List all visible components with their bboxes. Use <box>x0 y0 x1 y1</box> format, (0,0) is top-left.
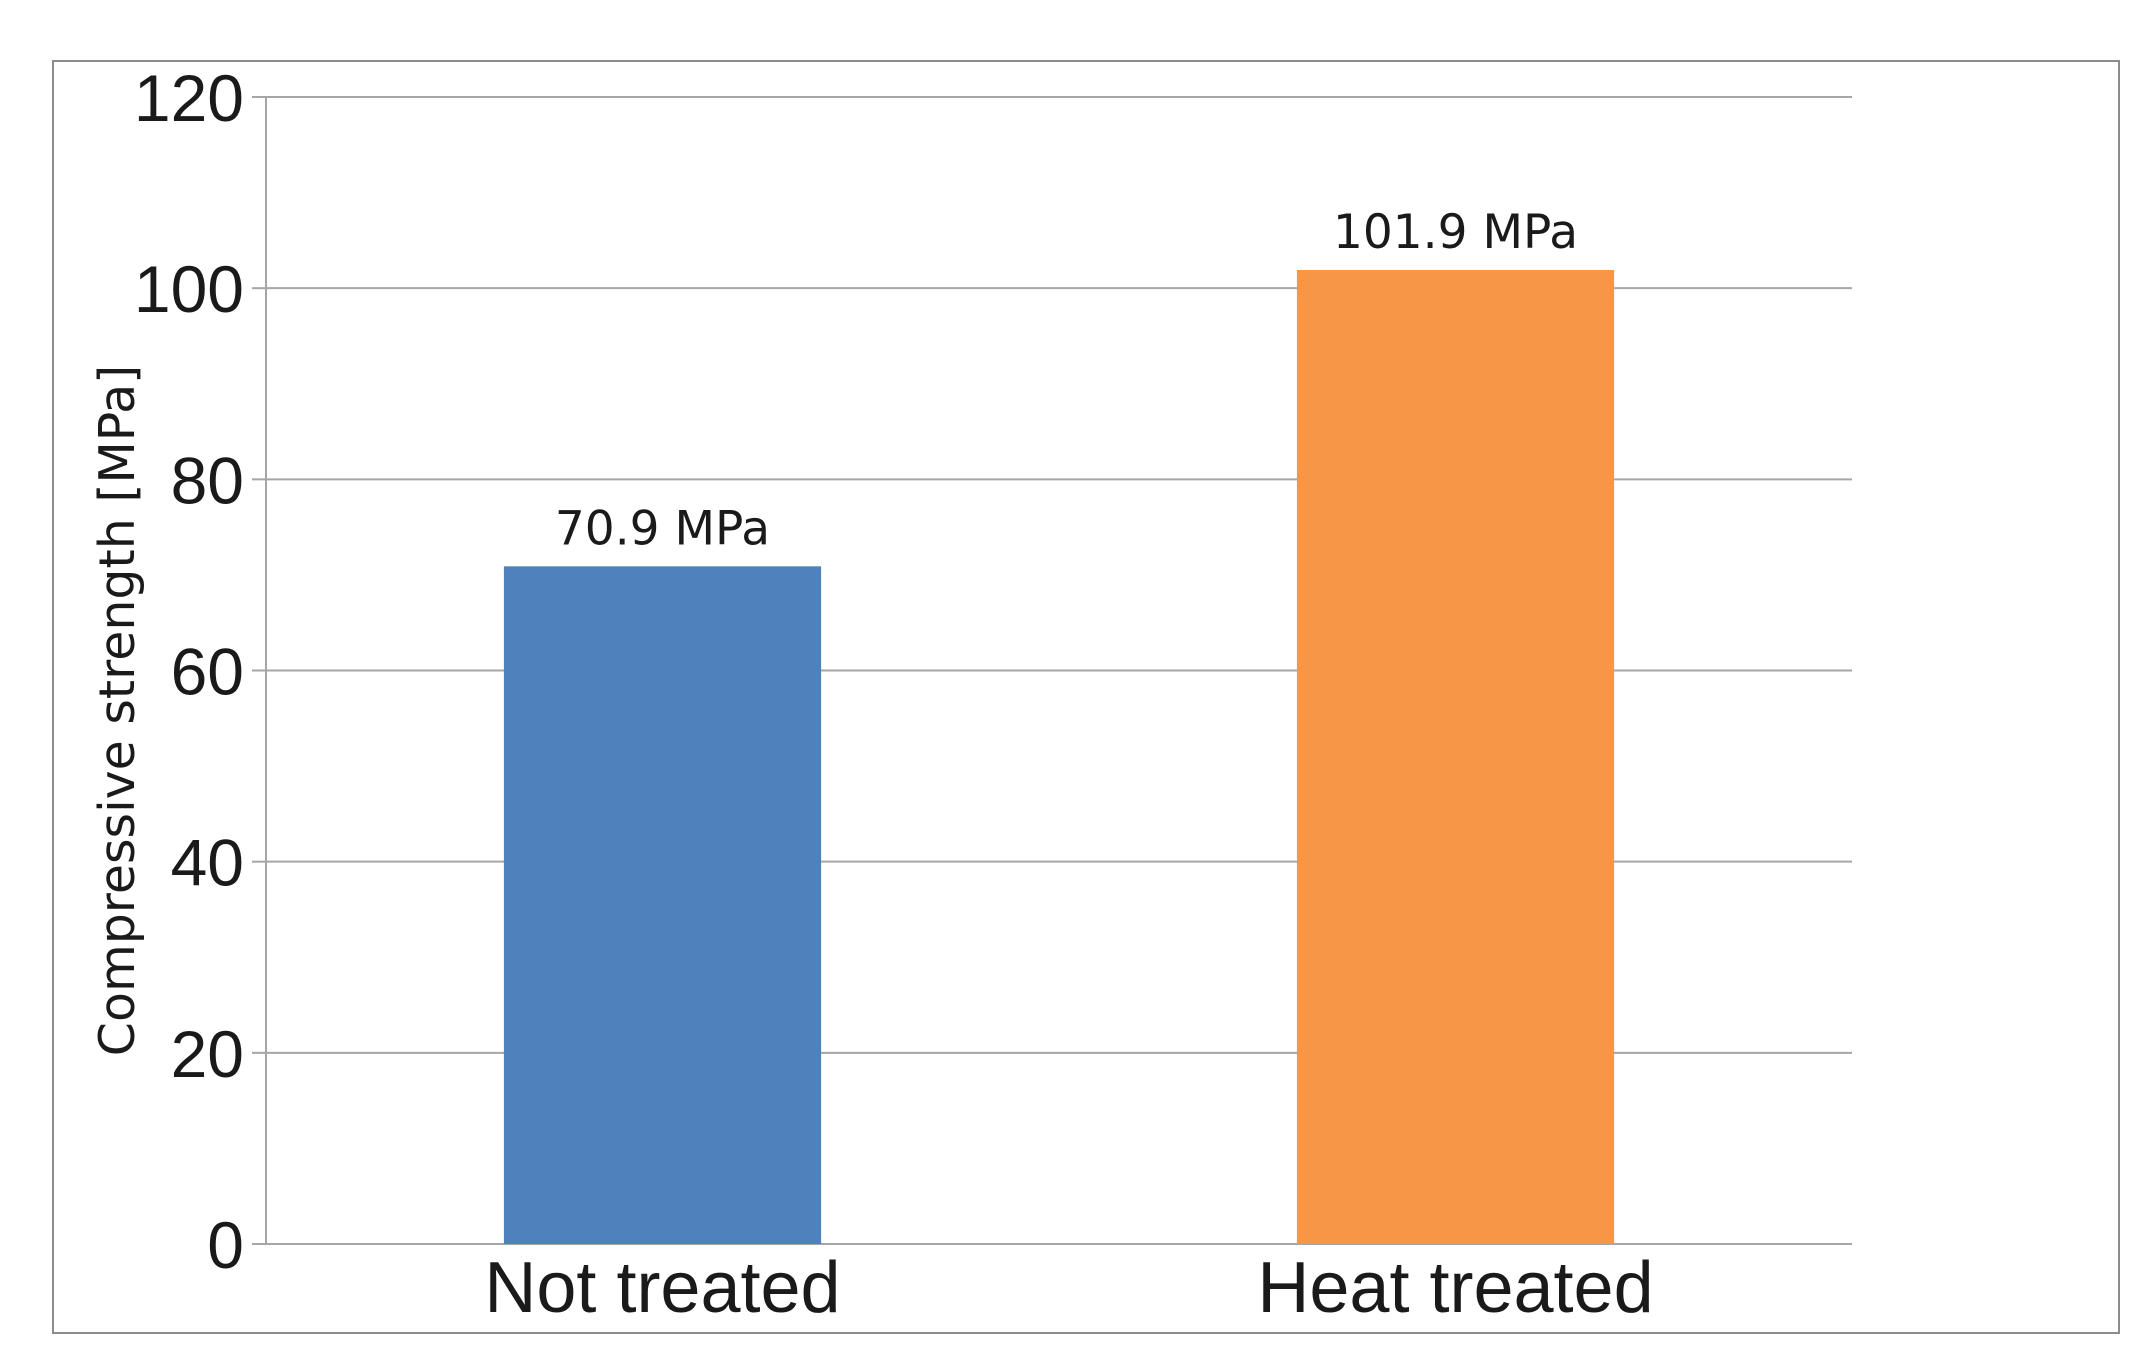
y-tick-labels: 0 20 40 60 80 100 120 <box>134 61 244 1282</box>
data-labels: 70.9 MPa 101.9 MPa <box>555 205 1578 556</box>
chart-frame <box>52 60 2120 1334</box>
bars <box>503 270 1615 1244</box>
data-label: 70.9 MPa <box>555 501 770 556</box>
y-axis <box>252 96 267 1245</box>
y-axis-title: Compressive strength [MPa] <box>89 365 146 1056</box>
bar-not-treated <box>503 566 822 1244</box>
category-label: Heat treated <box>1257 1248 1653 1328</box>
y-tick-label: 60 <box>171 635 244 709</box>
y-tick-label: 120 <box>134 61 244 135</box>
y-tick-label: 100 <box>134 252 244 326</box>
category-labels: Not treated Heat treated <box>484 1248 1653 1328</box>
y-tick-label: 0 <box>207 1208 244 1282</box>
bar-heat-treated <box>1296 270 1615 1244</box>
y-tick-label: 40 <box>171 826 244 900</box>
y-tick-label: 80 <box>171 443 244 517</box>
data-label: 101.9 MPa <box>1333 205 1578 260</box>
category-label: Not treated <box>484 1248 840 1328</box>
y-tick-label: 20 <box>171 1017 244 1091</box>
